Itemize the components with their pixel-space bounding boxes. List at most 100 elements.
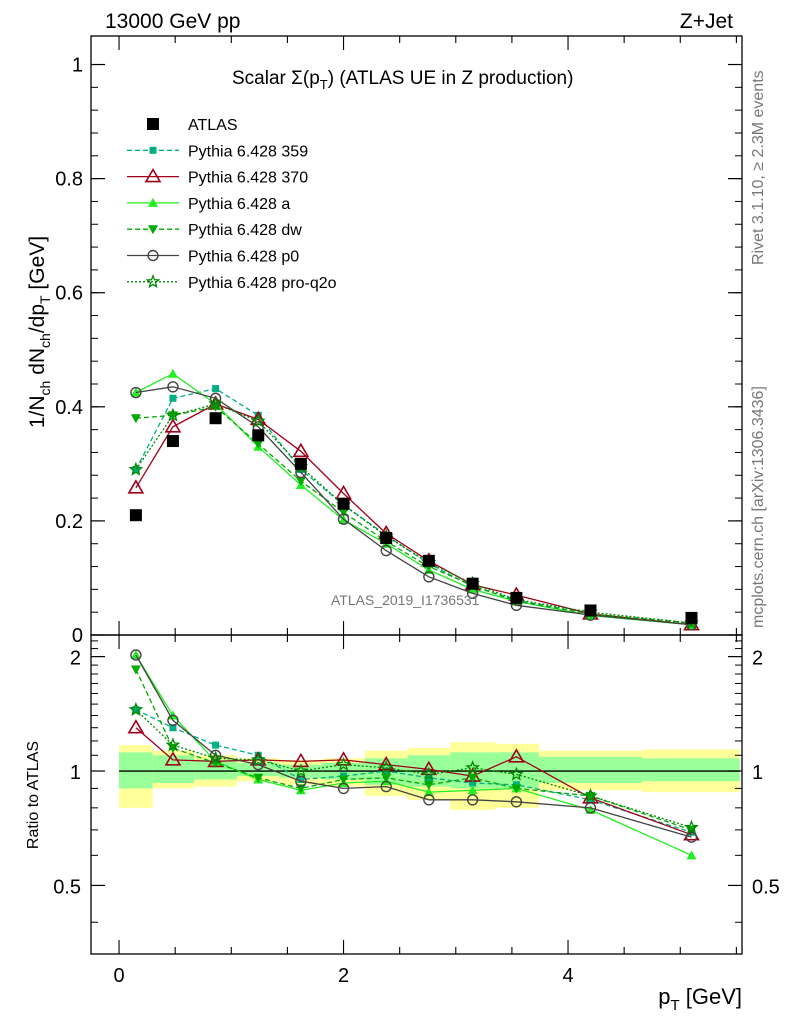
data-point-pythia-6-428-pro-q2o	[208, 396, 223, 411]
y-tick-label: 0.4	[55, 397, 83, 419]
ratio-point-pythia-6-428-359	[469, 779, 477, 787]
data-point-pythia-6-428-dw	[295, 476, 306, 486]
ratio-point-pythia-6-428-dw	[423, 780, 434, 790]
legend-label: Pythia 6.428 359	[188, 143, 308, 160]
ratio-point-pythia-6-428-dw	[338, 775, 349, 785]
data-point-atlas	[294, 457, 307, 470]
legend-label: Pythia 6.428 dw	[188, 222, 302, 239]
band-inner-bin-11	[642, 758, 740, 782]
ratio-panel-axes: 0.5 0.5 1 1 2 2 0 2 4	[53, 634, 780, 987]
ratio-point-pythia-6-428-pro-q2o	[293, 763, 309, 778]
ratio-point-pythia-6-428-p0	[337, 782, 350, 795]
legend-label: Pythia 6.428 a	[188, 196, 290, 213]
ratio-y-tick-label: 1	[70, 762, 81, 784]
ratio-y-tick-label: 2	[70, 648, 81, 670]
data-point-pythia-6-428-pro-q2o	[250, 413, 266, 428]
ratio-point-pythia-6-428-p0	[130, 649, 142, 661]
data-point-pythia-6-428-p0	[130, 386, 142, 399]
legend-swatch-marker	[144, 168, 162, 183]
chart-title: Scalar Σ(pT) (ATLAS UE in Z production)	[232, 68, 573, 92]
data-point-atlas	[584, 604, 597, 617]
x-tick-label: 0	[113, 965, 124, 987]
legend-item-pythia-6-428-a: Pythia 6.428 a	[127, 196, 290, 213]
data-point-pythia-6-428-370	[164, 418, 182, 433]
ratio-line-pythia-6-428-p0	[135, 654, 692, 838]
y-tick-label: 0.6	[55, 283, 83, 305]
ratio-point-pythia-6-428-a	[130, 649, 141, 659]
legend-item-pythia-6-428-dw: Pythia 6.428 dw	[127, 222, 302, 239]
ratio-point-pythia-6-428-p0	[584, 802, 597, 814]
data-point-pythia-6-428-370	[292, 442, 310, 458]
ratio-point-pythia-6-428-p0	[380, 780, 392, 793]
data-point-pythia-6-428-dw	[253, 439, 264, 449]
data-point-pythia-6-428-p0	[423, 571, 435, 583]
ratio-point-pythia-6-428-p0	[466, 794, 479, 806]
ratio-y-tick-label-right: 1	[752, 762, 763, 784]
legend-label: Pythia 6.428 370	[188, 170, 308, 187]
header-right-label: Z+Jet	[680, 10, 733, 33]
band-inner-bin-2	[194, 759, 237, 780]
data-point-atlas	[337, 497, 350, 510]
legend-item-pythia-6-428-359: Pythia 6.428 359	[127, 143, 308, 160]
data-point-atlas	[166, 435, 179, 448]
series-atlas	[129, 412, 698, 624]
ratio-point-pythia-6-428-a	[467, 785, 478, 795]
ratio-point-pythia-6-428-370	[164, 751, 182, 766]
ratio-point-pythia-6-428-pro-q2o	[128, 701, 144, 717]
ratio-point-pythia-6-428-p0	[685, 831, 698, 843]
main-panel-axes: 0 0.2 0.4 0.6 0.8 1	[55, 35, 743, 647]
ratio-point-pythia-6-428-pro-q2o	[208, 750, 223, 765]
ratio-point-pythia-6-428-a	[423, 787, 434, 797]
ratio-point-pythia-6-428-359	[169, 724, 177, 732]
ratio-panel-frame	[90, 634, 743, 955]
ratio-y-tick-label-right: 2	[752, 648, 763, 670]
data-point-pythia-6-428-pro-q2o	[165, 407, 181, 422]
ratio-line-pythia-6-428-a	[135, 654, 692, 856]
data-point-pythia-6-428-359	[212, 385, 220, 393]
ratio-point-pythia-6-428-pro-q2o	[583, 788, 598, 803]
ratio-y-tick-label-right: 0.5	[752, 876, 780, 898]
ratio-point-pythia-6-428-p0	[252, 758, 264, 771]
legend-item-atlas: ATLAS	[147, 117, 238, 134]
y-tick-label: 0.8	[55, 169, 83, 191]
data-point-pythia-6-428-p0	[380, 544, 392, 557]
data-point-pythia-6-428-dw	[338, 508, 349, 518]
ratio-series-pythia-6-428-pro-q2o	[128, 701, 699, 834]
ratio-point-pythia-6-428-dw	[253, 773, 264, 783]
data-point-pythia-6-428-p0	[337, 513, 350, 525]
legend-label: Pythia 6.428 p0	[188, 249, 299, 266]
data-point-atlas	[252, 429, 265, 442]
legend-swatch-marker	[147, 118, 159, 130]
legend-swatch-marker	[148, 197, 158, 207]
data-point-pythia-6-428-pro-q2o	[128, 461, 144, 476]
ratio-point-pythia-6-428-359	[212, 741, 220, 749]
ratio-point-pythia-6-428-a	[686, 850, 697, 860]
rivet-version-label: Rivet 3.1.10, ≥ 2.3M events	[750, 70, 767, 265]
ratio-point-pythia-6-428-359	[132, 706, 140, 714]
x-tick-label: 4	[562, 965, 573, 987]
legend-swatch-marker	[145, 273, 161, 289]
legend-swatch-marker	[147, 249, 159, 262]
ratio-line-pythia-6-428-dw	[135, 669, 692, 831]
data-point-atlas	[422, 554, 435, 567]
header-left-label: 13000 GeV pp	[105, 10, 240, 33]
series-line-pythia-6-428-a	[135, 372, 692, 626]
ratio-point-pythia-6-428-pro-q2o	[336, 756, 351, 771]
main-panel-marks	[127, 368, 700, 631]
legend-item-pythia-6-428-370: Pythia 6.428 370	[127, 168, 308, 187]
data-point-pythia-6-428-p0	[167, 381, 179, 393]
legend-label: ATLAS	[188, 117, 238, 134]
legend-swatch-marker	[149, 146, 157, 154]
data-point-atlas	[129, 509, 142, 522]
ratio-point-pythia-6-428-dw	[511, 784, 522, 794]
ratio-point-pythia-6-428-p0	[167, 714, 179, 726]
ratio-point-pythia-6-428-dw	[295, 784, 306, 794]
series-line-pythia-6-428-pro-q2o	[135, 403, 692, 624]
series-line-pythia-6-428-p0	[135, 386, 692, 626]
ratio-point-pythia-6-428-p0	[423, 794, 435, 806]
band-inner-bin-10	[538, 756, 643, 784]
ratio-y-axis-label: Ratio to ATLAS	[25, 741, 42, 849]
ratio-point-pythia-6-428-pro-q2o	[165, 737, 181, 752]
ratio-y-tick-label: 0.5	[53, 876, 81, 898]
